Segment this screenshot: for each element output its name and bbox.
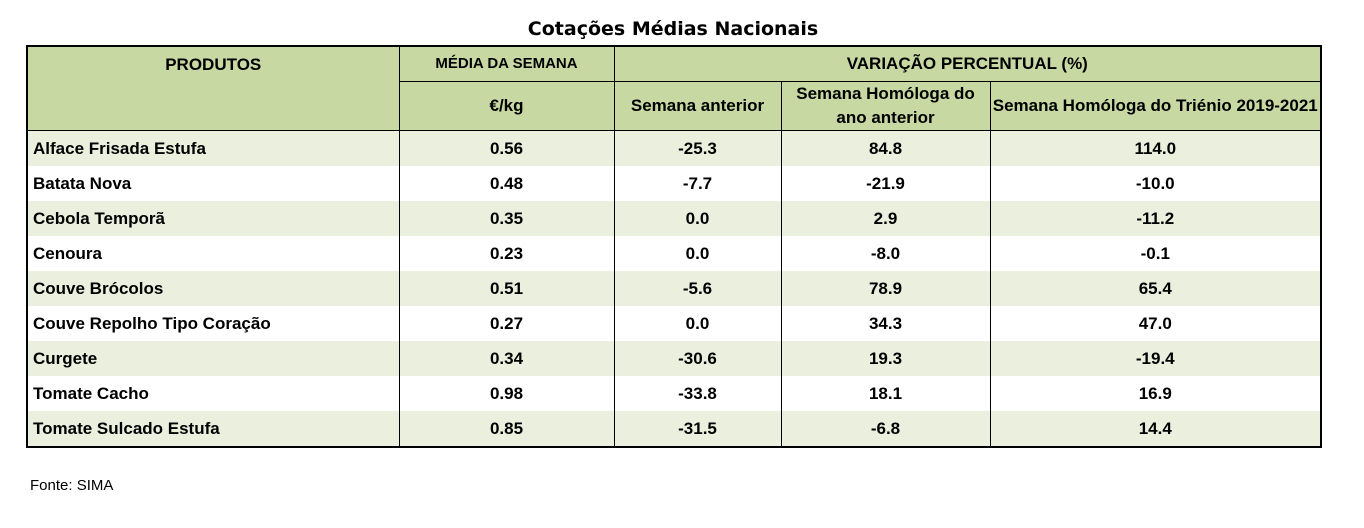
- cell-trienio: -11.2: [989, 201, 1322, 236]
- table-body: Alface Frisada Estufa 0.56 -25.3 84.8 11…: [26, 130, 1322, 447]
- cell-media: 0.35: [398, 201, 615, 236]
- header-produtos: PRODUTOS: [26, 45, 400, 131]
- cell-semana-anterior: 0.0: [613, 236, 782, 271]
- cell-media: 0.56: [398, 130, 615, 166]
- header-semana-homologa: Semana Homóloga do ano anterior: [780, 81, 991, 131]
- table-row: Batata Nova 0.48 -7.7 -21.9 -10.0: [26, 166, 1322, 201]
- cell-semana-homologa: 34.3: [780, 306, 991, 341]
- cell-produto: Couve Repolho Tipo Coração: [26, 306, 400, 341]
- cell-media: 0.98: [398, 376, 615, 411]
- table-row: Tomate Sulcado Estufa 0.85 -31.5 -6.8 14…: [26, 411, 1322, 447]
- cell-trienio: -0.1: [989, 236, 1322, 271]
- cell-trienio: -10.0: [989, 166, 1322, 201]
- table-title: Cotações Médias Nacionais: [527, 18, 819, 40]
- header-semana-homologa-trienio: Semana Homóloga do Triénio 2019-2021: [989, 81, 1322, 131]
- header-semana-anterior: Semana anterior: [613, 81, 782, 131]
- cell-semana-anterior: -31.5: [613, 411, 782, 447]
- cell-semana-anterior: -33.8: [613, 376, 782, 411]
- prices-table: PRODUTOS MÉDIA DA SEMANA VARIAÇÃO PERCEN…: [26, 45, 1323, 448]
- table-row: Couve Brócolos 0.51 -5.6 78.9 65.4: [26, 271, 1322, 306]
- cell-semana-homologa: -8.0: [780, 236, 991, 271]
- table-header: PRODUTOS MÉDIA DA SEMANA VARIAÇÃO PERCEN…: [26, 45, 1322, 131]
- cell-semana-homologa: 84.8: [780, 130, 991, 166]
- cell-trienio: 47.0: [989, 306, 1322, 341]
- table-row: Alface Frisada Estufa 0.56 -25.3 84.8 11…: [26, 130, 1322, 166]
- table-row: Couve Repolho Tipo Coração 0.27 0.0 34.3…: [26, 306, 1322, 341]
- cell-semana-anterior: 0.0: [613, 201, 782, 236]
- cell-produto: Alface Frisada Estufa: [26, 130, 400, 166]
- cell-produto: Couve Brócolos: [26, 271, 400, 306]
- cell-semana-anterior: -5.6: [613, 271, 782, 306]
- cell-semana-anterior: -30.6: [613, 341, 782, 376]
- table-row: Cenoura 0.23 0.0 -8.0 -0.1: [26, 236, 1322, 271]
- cell-media: 0.23: [398, 236, 615, 271]
- cell-semana-homologa: 19.3: [780, 341, 991, 376]
- table-row: Curgete 0.34 -30.6 19.3 -19.4: [26, 341, 1322, 376]
- source-note: Fonte: SIMA: [30, 477, 114, 494]
- table-row: Cebola Temporã 0.35 0.0 2.9 -11.2: [26, 201, 1322, 236]
- header-unit: €/kg: [398, 81, 615, 131]
- cell-media: 0.27: [398, 306, 615, 341]
- cell-semana-anterior: 0.0: [613, 306, 782, 341]
- cell-semana-homologa: 78.9: [780, 271, 991, 306]
- cell-media: 0.34: [398, 341, 615, 376]
- cell-semana-homologa: -6.8: [780, 411, 991, 447]
- cell-produto: Tomate Cacho: [26, 376, 400, 411]
- cell-produto: Curgete: [26, 341, 400, 376]
- header-variacao: VARIAÇÃO PERCENTUAL (%): [613, 45, 1322, 82]
- cell-semana-homologa: 18.1: [780, 376, 991, 411]
- cell-produto: Cebola Temporã: [26, 201, 400, 236]
- cell-produto: Tomate Sulcado Estufa: [26, 411, 400, 447]
- cell-trienio: 114.0: [989, 130, 1322, 166]
- header-media-semana: MÉDIA DA SEMANA: [398, 45, 615, 82]
- cell-semana-anterior: -7.7: [613, 166, 782, 201]
- cell-produto: Batata Nova: [26, 166, 400, 201]
- cell-trienio: 16.9: [989, 376, 1322, 411]
- cell-semana-homologa: -21.9: [780, 166, 991, 201]
- table-row: Tomate Cacho 0.98 -33.8 18.1 16.9: [26, 376, 1322, 411]
- cell-media: 0.51: [398, 271, 615, 306]
- cell-trienio: 14.4: [989, 411, 1322, 447]
- cell-semana-homologa: 2.9: [780, 201, 991, 236]
- cell-media: 0.85: [398, 411, 615, 447]
- cell-trienio: -19.4: [989, 341, 1322, 376]
- cell-media: 0.48: [398, 166, 615, 201]
- cell-produto: Cenoura: [26, 236, 400, 271]
- cell-semana-anterior: -25.3: [613, 130, 782, 166]
- cell-trienio: 65.4: [989, 271, 1322, 306]
